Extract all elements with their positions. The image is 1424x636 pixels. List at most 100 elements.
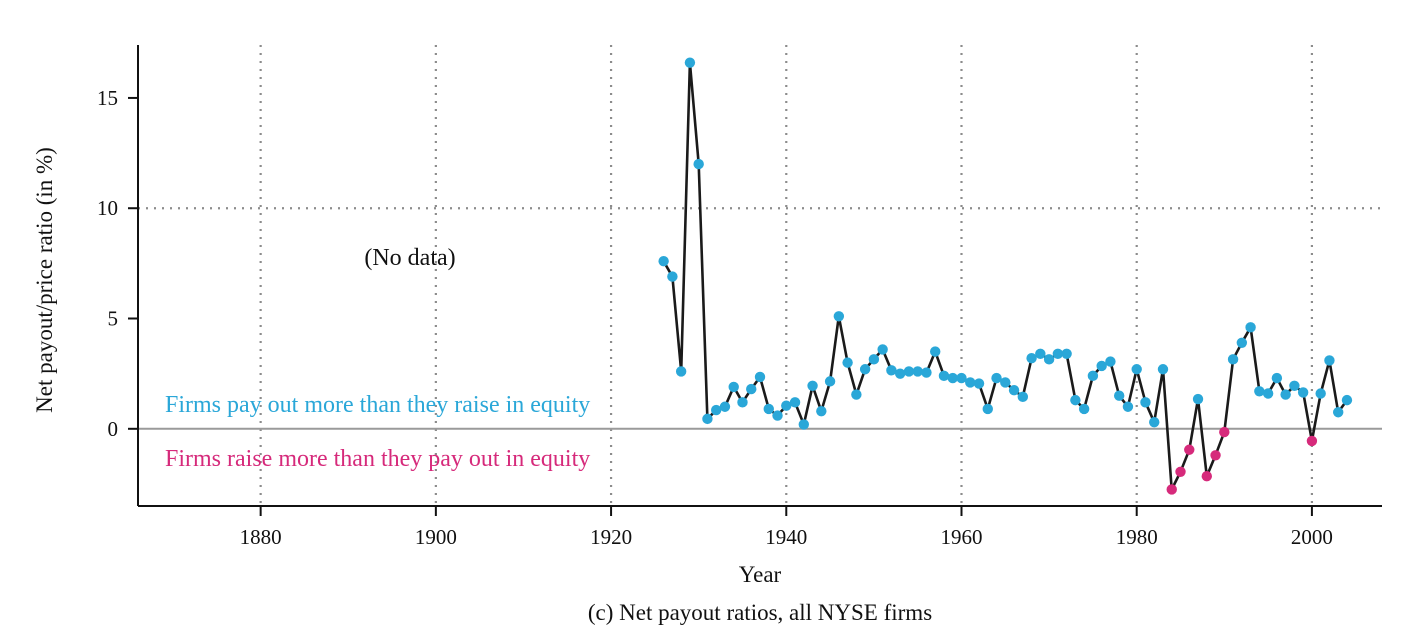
- data-point: [1184, 444, 1195, 455]
- data-point: [1000, 377, 1011, 388]
- data-point: [877, 344, 888, 355]
- data-point: [938, 370, 950, 382]
- x-tick-label: 1880: [240, 525, 282, 549]
- data-point: [728, 381, 739, 393]
- data-point: [956, 372, 967, 384]
- data-point: [833, 311, 845, 322]
- data-point: [1105, 356, 1116, 367]
- data-point: [667, 271, 678, 282]
- data-point: [894, 368, 906, 379]
- data-point: [1271, 372, 1283, 384]
- data-point: [1245, 322, 1256, 333]
- x-tick-label: 1960: [940, 525, 982, 549]
- data-point: [754, 371, 766, 383]
- data-point: [1192, 393, 1204, 405]
- data-point: [982, 403, 993, 415]
- data-point: [1017, 391, 1029, 403]
- data-point: [1131, 364, 1142, 375]
- no-data-annotation: (No data): [364, 245, 455, 271]
- data-point: [693, 158, 704, 170]
- data-point: [1149, 416, 1160, 428]
- payout-series-points: [658, 57, 1353, 495]
- y-tick-label: 10: [97, 196, 118, 220]
- data-point: [702, 413, 713, 425]
- x-tick-label: 1900: [415, 525, 457, 549]
- data-point: [719, 401, 731, 412]
- data-point: [1280, 389, 1291, 400]
- data-point: [912, 366, 923, 377]
- data-point: [1324, 355, 1335, 366]
- data-point: [772, 410, 783, 421]
- data-point: [1087, 370, 1099, 382]
- data-point: [1262, 388, 1274, 399]
- data-point: [1254, 386, 1265, 397]
- data-point: [824, 376, 836, 387]
- data-point: [1070, 394, 1081, 406]
- data-point: [1175, 466, 1186, 478]
- data-point: [1315, 388, 1326, 399]
- negative-payout-annotation: Firms raise more than they pay out in eq…: [165, 446, 590, 472]
- data-point: [816, 405, 827, 417]
- data-point: [789, 397, 801, 408]
- data-point: [1341, 394, 1353, 406]
- data-point: [1297, 387, 1309, 398]
- data-point: [1332, 407, 1344, 418]
- data-point: [842, 357, 853, 368]
- data-point: [1219, 426, 1230, 438]
- x-axis-title: Year: [739, 562, 782, 587]
- data-point: [1008, 384, 1020, 396]
- data-point: [807, 380, 818, 391]
- axes: [137, 45, 1382, 507]
- payout-series-line: [662, 61, 1349, 491]
- data-point: [1078, 403, 1090, 415]
- data-point: [930, 346, 941, 357]
- y-tick-label: 15: [97, 86, 118, 110]
- data-point: [886, 365, 897, 376]
- data-point: [781, 400, 792, 411]
- data-point: [1289, 380, 1300, 391]
- data-point: [851, 389, 862, 400]
- data-point: [947, 372, 958, 384]
- data-point: [746, 383, 757, 395]
- data-point: [973, 378, 985, 389]
- x-tick-label: 2000: [1291, 525, 1333, 549]
- gridlines: [138, 45, 1382, 506]
- data-point: [1227, 354, 1239, 365]
- data-point: [658, 255, 669, 267]
- data-point: [859, 364, 871, 375]
- x-tick-label: 1920: [590, 525, 632, 549]
- x-tick-label: 1980: [1116, 525, 1158, 549]
- data-point: [737, 397, 748, 408]
- data-point: [710, 404, 722, 416]
- data-point: [1096, 360, 1107, 372]
- data-point: [1157, 364, 1169, 375]
- data-point: [965, 377, 976, 388]
- data-point: [1026, 353, 1037, 364]
- data-point: [798, 419, 810, 430]
- data-point: [1306, 435, 1318, 447]
- data-point: [1035, 348, 1046, 360]
- data-point: [1061, 348, 1072, 360]
- data-point: [1140, 397, 1151, 408]
- data-point: [1043, 354, 1055, 365]
- data-point: [1113, 390, 1125, 401]
- tick-labels: 1880 1900 1920 1940 1960 1980 2000 0 5 10 15: [97, 86, 1333, 549]
- y-axis-title: Net payout/price ratio (in %): [32, 147, 57, 413]
- data-point: [1052, 348, 1064, 360]
- data-point: [903, 366, 915, 377]
- data-point: [1236, 337, 1248, 348]
- data-point: [1201, 471, 1212, 482]
- data-point: [868, 354, 880, 365]
- data-point: [921, 367, 932, 378]
- data-point: [991, 372, 1002, 384]
- positive-payout-annotation: Firms pay out more than they raise in eq…: [165, 392, 590, 418]
- data-point: [684, 57, 696, 68]
- x-tick-label: 1940: [765, 525, 807, 549]
- data-point: [1122, 401, 1134, 412]
- y-tick-label: 0: [108, 417, 119, 441]
- data-point: [675, 366, 687, 377]
- data-point: [1210, 450, 1221, 461]
- data-point: [1166, 484, 1177, 495]
- y-tick-label: 5: [108, 307, 119, 331]
